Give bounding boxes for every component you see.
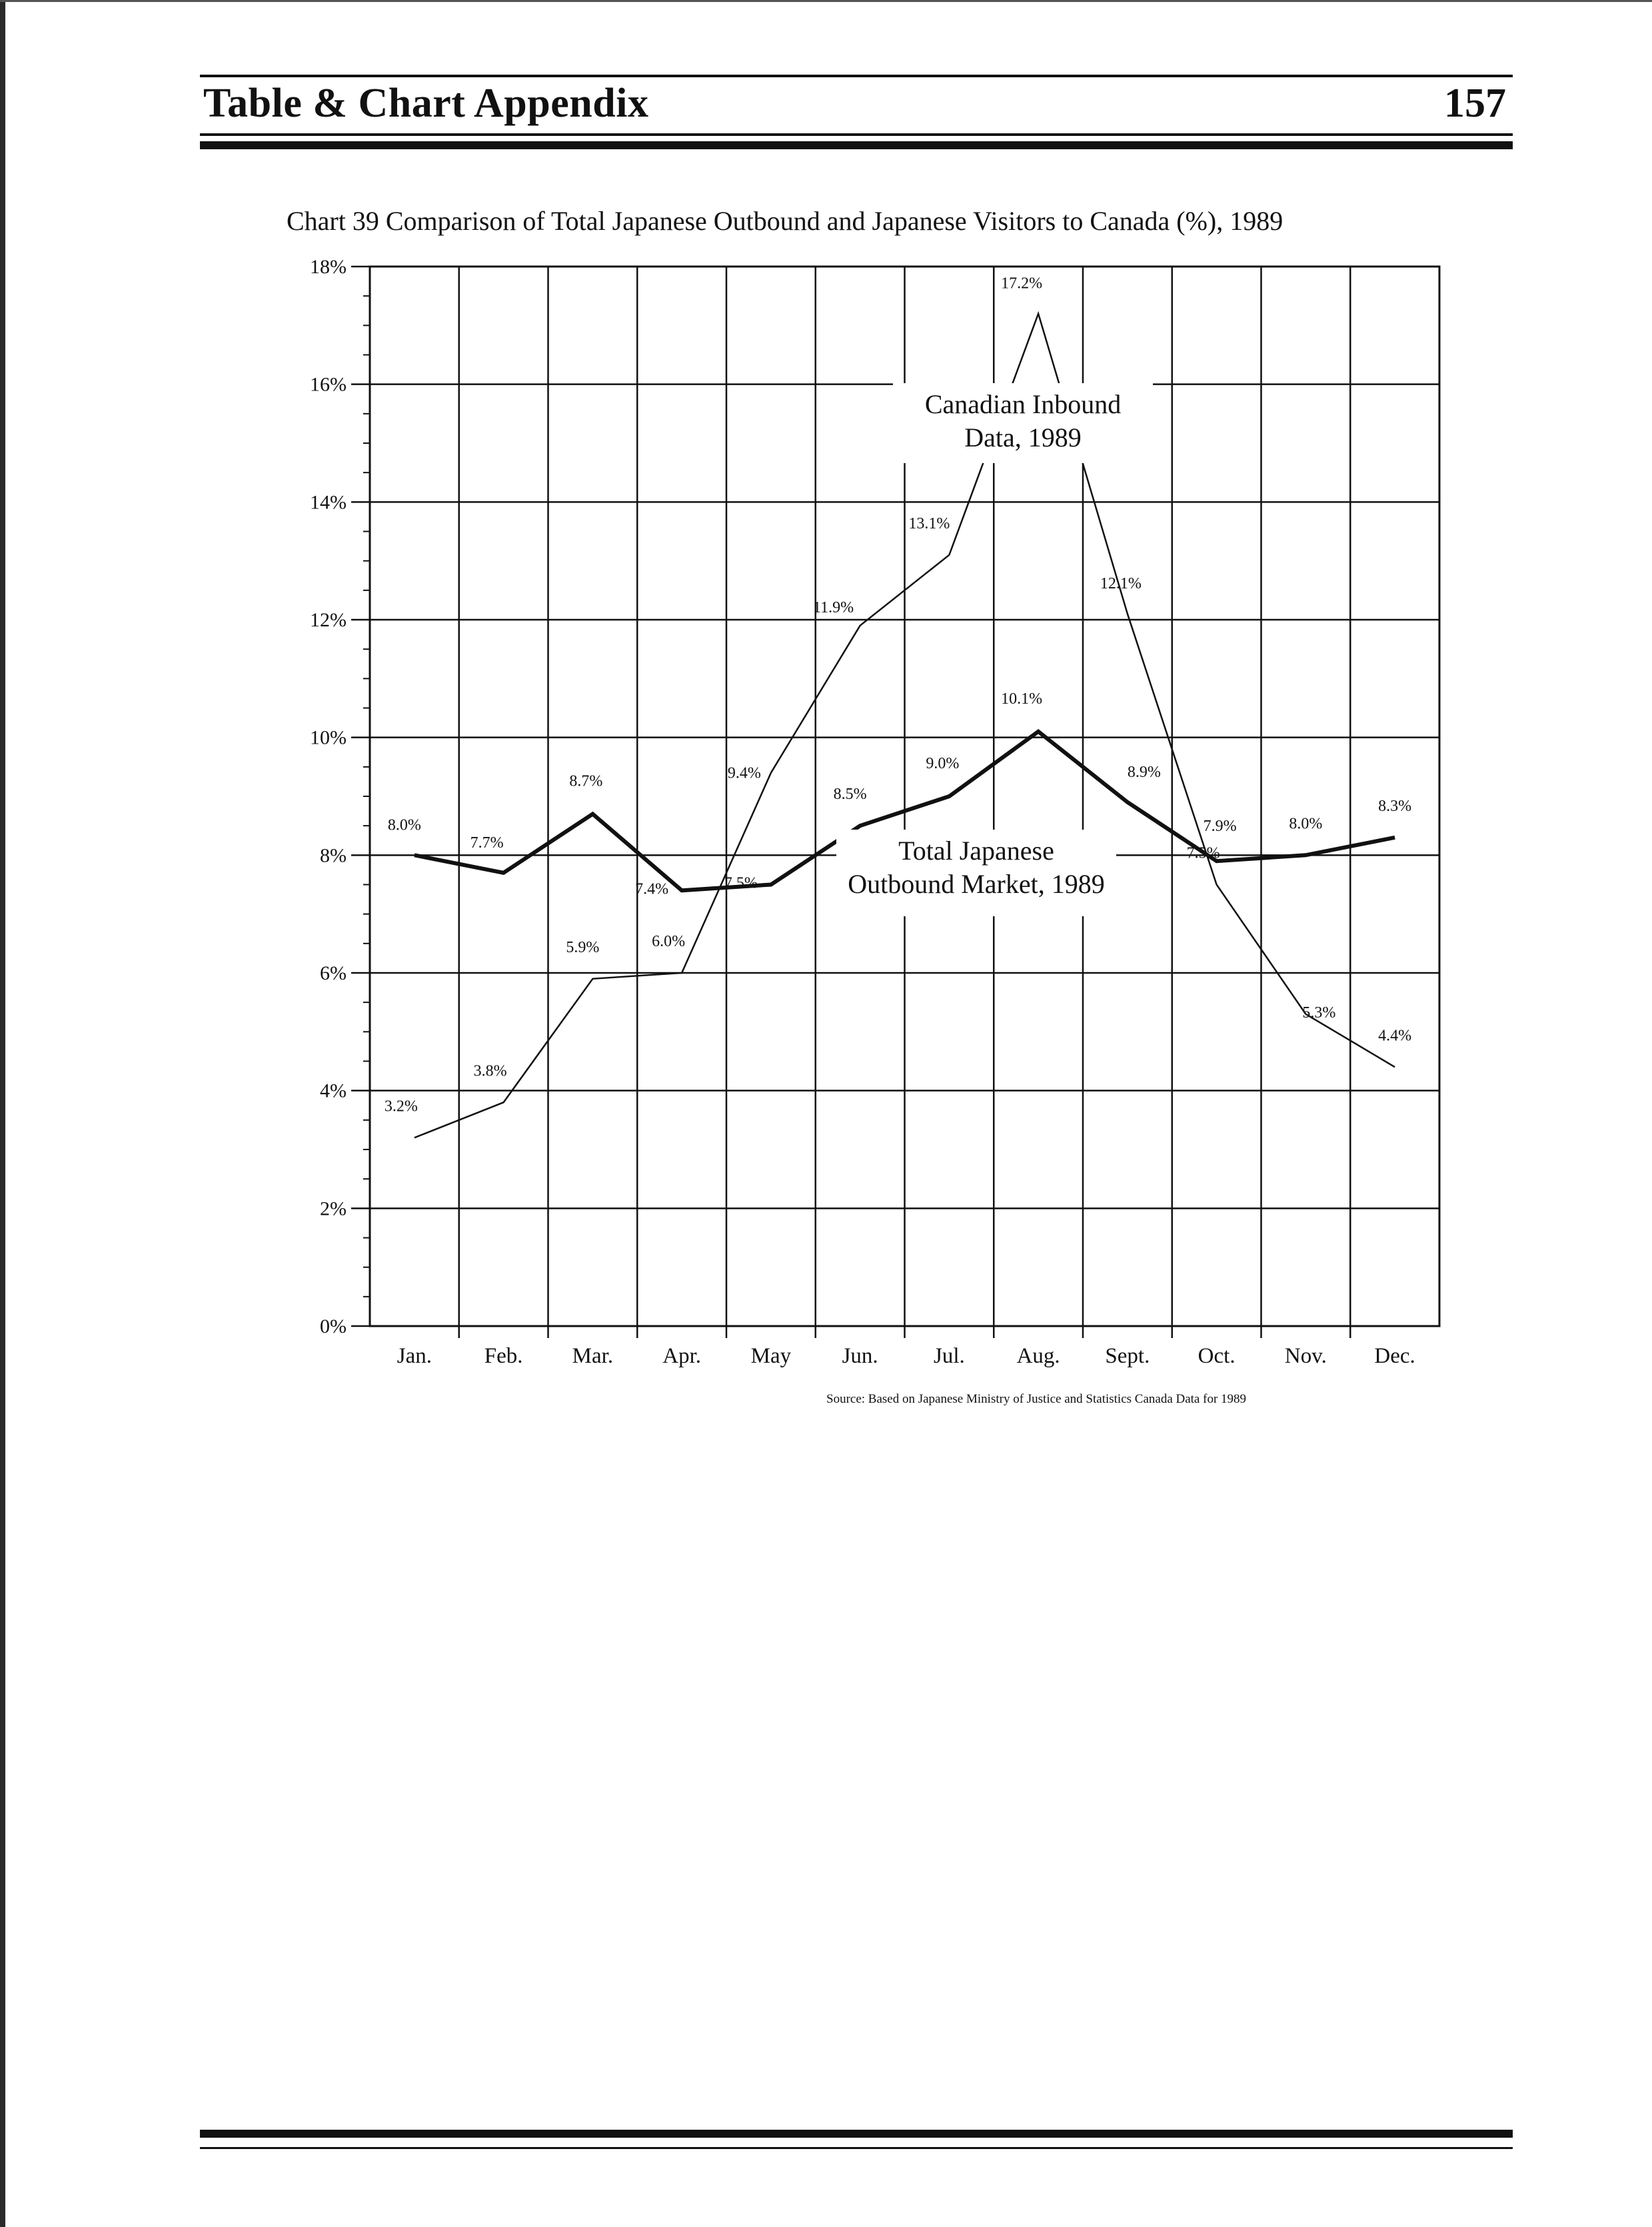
page-number: 157 bbox=[1444, 81, 1506, 126]
header-rule-top bbox=[200, 75, 1513, 77]
chart-data-labels: 3.2% 3.8% 5.9% 6.0% 9.4% 11.9% 13.1% 17.2% 12.1%… bbox=[385, 275, 1411, 1115]
data-label: 17.2% bbox=[1001, 275, 1042, 293]
data-label: 5.3% bbox=[1302, 1004, 1335, 1022]
y-tick-label: 12% bbox=[310, 609, 347, 631]
series-name: Outbound Market, 1989 bbox=[848, 869, 1105, 899]
chart-series bbox=[414, 311, 1395, 1139]
y-tick-label: 14% bbox=[310, 491, 347, 513]
series-line bbox=[414, 311, 1395, 1139]
data-label: 4.4% bbox=[1378, 1027, 1411, 1044]
chart-grid bbox=[363, 265, 1441, 1338]
data-label: 7.5% bbox=[724, 875, 758, 892]
x-tick-label: Mar. bbox=[572, 1344, 613, 1368]
y-tick-label: 8% bbox=[320, 844, 347, 866]
y-tick-label: 2% bbox=[320, 1197, 347, 1219]
data-label: 3.8% bbox=[474, 1062, 507, 1080]
data-label: 12.1% bbox=[1100, 575, 1142, 592]
y-tick-label: 4% bbox=[320, 1080, 347, 1102]
y-tick-label: 18% bbox=[310, 256, 347, 278]
data-label: 9.4% bbox=[728, 765, 761, 782]
series-line bbox=[414, 729, 1395, 893]
data-label: 8.9% bbox=[1128, 764, 1161, 781]
x-axis: Jan. Feb. Mar. Apr. May Jun. Jul. Aug. Sept. Oct.… bbox=[397, 1344, 1415, 1368]
data-label: 8.0% bbox=[1289, 815, 1322, 832]
data-label: 7.5% bbox=[1187, 845, 1220, 862]
x-tick-label: Apr. bbox=[662, 1344, 701, 1368]
x-tick-label: May bbox=[751, 1344, 792, 1368]
y-tick-label: 6% bbox=[320, 962, 347, 984]
series-name-backdrop bbox=[836, 830, 1116, 916]
x-tick-label: Nov. bbox=[1285, 1344, 1327, 1368]
x-tick-label: Aug. bbox=[1017, 1344, 1060, 1368]
data-label: 6.0% bbox=[652, 933, 685, 950]
data-label: 11.9% bbox=[813, 599, 854, 616]
data-label: 8.3% bbox=[1378, 798, 1411, 815]
data-label: 3.2% bbox=[385, 1098, 418, 1115]
chart-title: Chart 39 Comparison of Total Japanese Ou… bbox=[287, 206, 1283, 236]
data-label: 8.0% bbox=[388, 816, 421, 834]
data-label: 9.0% bbox=[926, 755, 959, 772]
x-tick-label: Dec. bbox=[1374, 1344, 1415, 1368]
x-tick-label: Feb. bbox=[484, 1344, 523, 1368]
data-label: 8.7% bbox=[569, 773, 602, 790]
data-label: 13.1% bbox=[908, 515, 950, 532]
data-label: 8.5% bbox=[834, 786, 867, 803]
x-tick-label: Jun. bbox=[842, 1344, 878, 1368]
chart-source: Source: Based on Japanese Ministry of Ju… bbox=[826, 1392, 1246, 1406]
x-tick-label: Jul. bbox=[934, 1344, 965, 1368]
y-axis: 0% 2% 4% 6% 8% 10% 12% 14% 16% 18% bbox=[310, 256, 370, 1337]
header-rule-bottom bbox=[200, 141, 1513, 149]
series-name: Total Japanese bbox=[898, 836, 1054, 866]
x-tick-label: Jan. bbox=[397, 1344, 432, 1368]
scan-top-edge bbox=[0, 0, 1652, 2]
y-tick-label: 10% bbox=[310, 727, 347, 749]
data-label: 7.7% bbox=[470, 834, 504, 852]
series-name-backdrop bbox=[893, 383, 1153, 463]
y-tick-label: 16% bbox=[310, 374, 347, 396]
header-rule-mid bbox=[200, 133, 1513, 136]
x-tick-label: Sept. bbox=[1105, 1344, 1150, 1368]
series-name: Data, 1989 bbox=[964, 422, 1082, 452]
header-title: Table & Chart Appendix bbox=[203, 81, 649, 126]
footer-rule-thin bbox=[200, 2147, 1513, 2149]
footer-rule-thick bbox=[200, 2130, 1513, 2138]
data-label: 5.9% bbox=[566, 939, 599, 956]
y-tick-label: 0% bbox=[320, 1315, 347, 1337]
data-label: 10.1% bbox=[1001, 690, 1042, 708]
data-label: 7.9% bbox=[1204, 818, 1237, 835]
x-tick-label: Oct. bbox=[1198, 1344, 1236, 1368]
series-name: Canadian Inbound bbox=[925, 389, 1121, 419]
scan-edge-shadow bbox=[0, 0, 5, 2227]
data-label: 7.4% bbox=[635, 880, 668, 898]
